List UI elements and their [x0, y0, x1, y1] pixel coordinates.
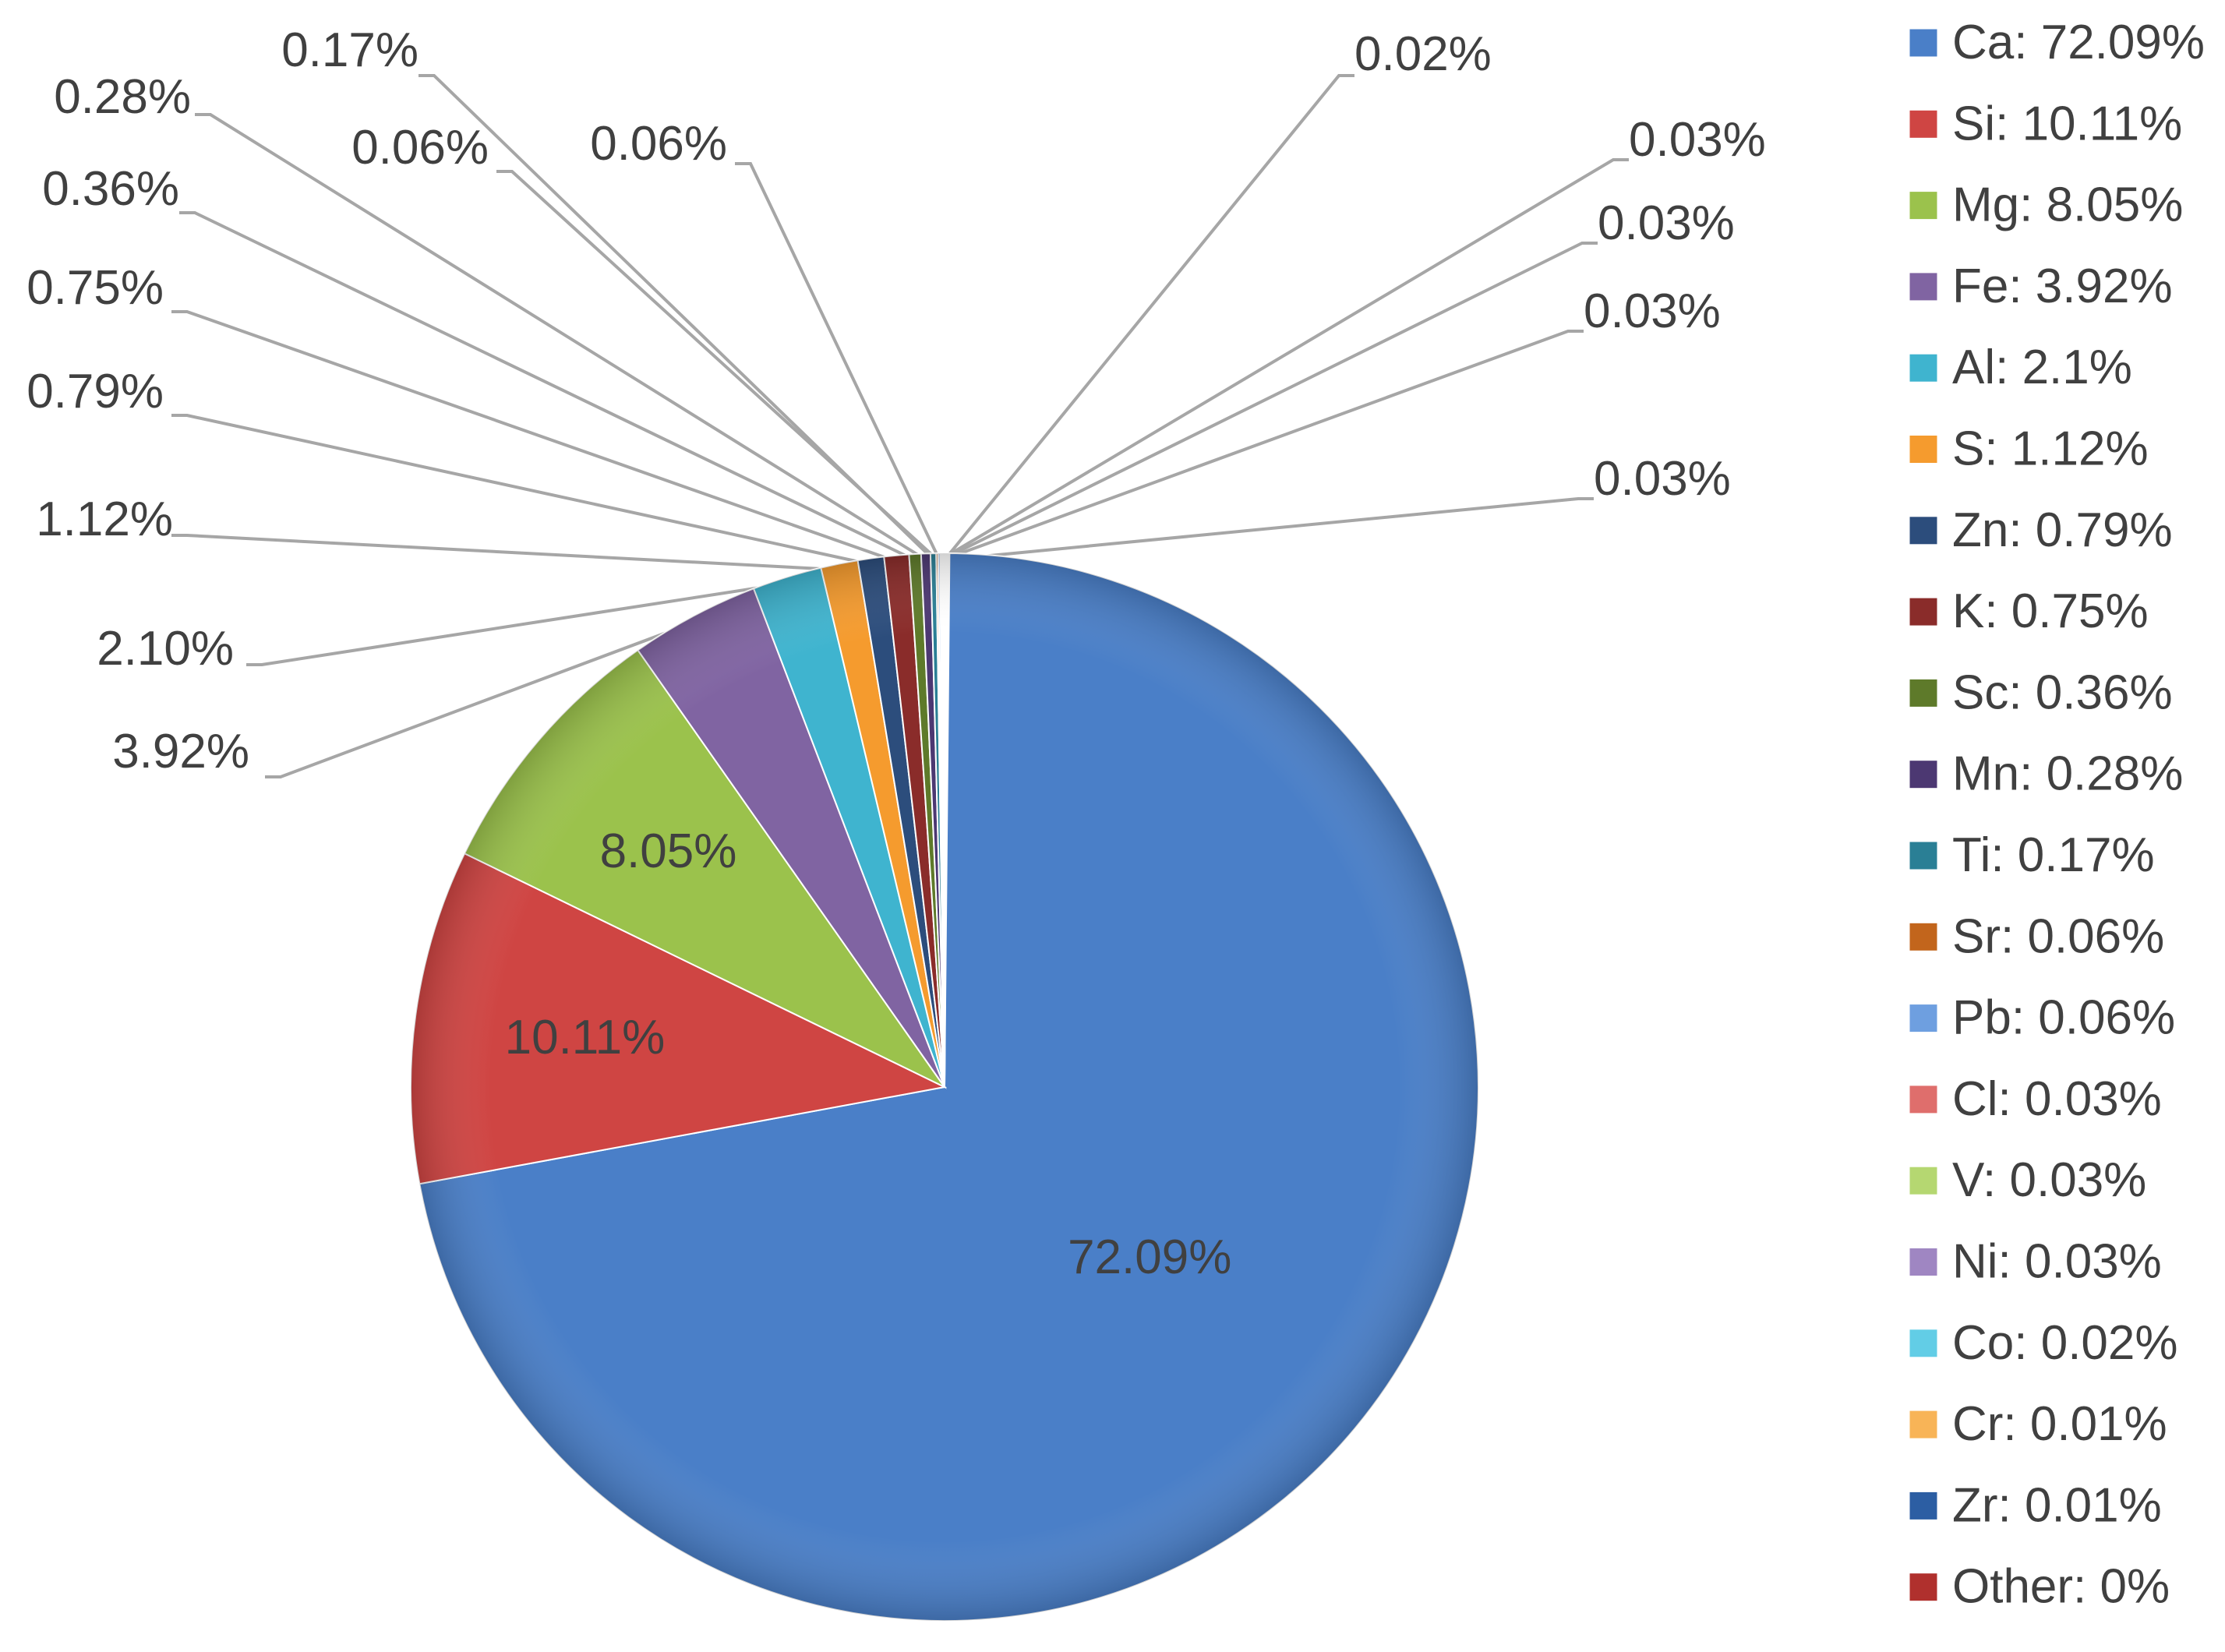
legend-label-sc: Sc: 0.36% [1952, 665, 2173, 719]
leader-line-v [941, 242, 1598, 561]
data-label-k: 0.75% [26, 261, 164, 315]
data-label-si: 10.11% [505, 1011, 666, 1064]
legend-label-pb: Pb: 0.06% [1952, 991, 2175, 1045]
data-label-cl: 0.03% [1629, 113, 1766, 167]
leader-line-s [171, 534, 841, 572]
data-labels: 72.09% 10.11% 8.05% 3.92% 2.10% 1.12% 0.79% 0.7… [26, 23, 1766, 1284]
legend-label-fe: Fe: 3.92% [1952, 259, 2173, 313]
legend-label-zr: Zr: 0.01% [1952, 1478, 2162, 1532]
legend-swatch-al [1909, 353, 1938, 383]
data-label-v: 0.03% [1598, 196, 1735, 250]
leader-line-ni [943, 330, 1584, 561]
leader-line-sc [179, 211, 916, 562]
legend-swatch-si [1909, 109, 1938, 139]
legend-label-sr: Sr: 0.06% [1952, 909, 2164, 963]
legend: Ca: 72.09% Si: 10.11% Mg: 8.05% Fe: 3.92% Al… [1909, 16, 2205, 1614]
data-label-sc: 0.36% [42, 162, 179, 216]
legend-label-si: Si: 10.11% [1952, 97, 2182, 150]
leader-line-fe [265, 620, 698, 778]
leader-line-sr [496, 170, 938, 561]
legend-label-ni: Ni: 0.03% [1952, 1235, 2162, 1289]
data-label-ni: 0.03% [1584, 284, 1721, 338]
legend-swatch-cr [1909, 1410, 1938, 1439]
data-label-mg: 8.05% [600, 824, 737, 878]
legend-swatch-mg [1909, 191, 1938, 221]
legend-label-al: Al: 2.1% [1952, 341, 2132, 394]
data-label-other: 0.03% [1594, 452, 1731, 506]
legend-label-s: S: 1.12% [1952, 422, 2149, 476]
legend-swatch-s [1909, 435, 1938, 464]
leader-line-ti [419, 74, 935, 561]
leader-line-co [943, 74, 1354, 561]
legend-label-mg: Mg: 8.05% [1952, 178, 2183, 232]
legend-label-cl: Cl: 0.03% [1952, 1072, 2162, 1126]
leader-line-other [948, 497, 1594, 562]
legend-swatch-v [1909, 1166, 1938, 1195]
legend-swatch-ni [1909, 1248, 1938, 1276]
legend-swatch-co [1909, 1329, 1938, 1358]
leader-lines [171, 74, 1629, 778]
legend-label-mn: Mn: 0.28% [1952, 747, 2183, 801]
legend-swatch-cl [1909, 1085, 1938, 1114]
data-label-co: 0.02% [1354, 27, 1492, 81]
legend-label-other: Other: 0% [1952, 1560, 2170, 1614]
legend-swatch-other [1909, 1573, 1938, 1602]
data-label-sr: 0.06% [351, 121, 489, 175]
legend-label-k: K: 0.75% [1952, 584, 2149, 638]
pie-slices [410, 552, 1479, 1622]
legend-label-cr: Cr: 0.01% [1952, 1397, 2167, 1451]
legend-swatch-fe [1909, 272, 1938, 302]
data-label-zn: 0.79% [26, 365, 164, 418]
pie-shading [411, 553, 1478, 1621]
legend-label-zn: Zn: 0.79% [1952, 503, 2173, 557]
legend-label-v: V: 0.03% [1952, 1153, 2146, 1207]
data-label-mn: 0.28% [54, 70, 191, 124]
data-label-pb: 0.06% [590, 117, 727, 171]
leader-line-cl [940, 158, 1629, 561]
leader-line-al [246, 581, 789, 666]
data-label-ti: 0.17% [281, 23, 419, 77]
data-label-ca: 72.09% [1068, 1230, 1231, 1284]
legend-label-ca: Ca: 72.09% [1952, 16, 2205, 69]
legend-swatch-mn [1909, 760, 1938, 789]
legend-label-co: Co: 0.02% [1952, 1316, 2178, 1370]
data-label-al: 2.10% [97, 622, 234, 676]
legend-swatch-sc [1909, 678, 1938, 708]
leader-line-k [171, 310, 898, 563]
legend-swatch-ti [1909, 841, 1938, 870]
legend-label-ti: Ti: 0.17% [1952, 828, 2155, 882]
legend-swatch-zr [1909, 1491, 1938, 1520]
data-label-s: 1.12% [36, 492, 173, 546]
leader-line-zn [171, 414, 872, 567]
legend-swatch-pb [1909, 1004, 1938, 1033]
data-label-fe: 3.92% [112, 725, 249, 778]
legend-swatch-zn [1909, 516, 1938, 545]
leader-line-mn [195, 113, 927, 562]
legend-swatch-ca [1909, 28, 1938, 58]
legend-swatch-k [1909, 597, 1938, 627]
legend-swatch-sr [1909, 922, 1938, 951]
leader-line-pb [735, 162, 941, 560]
